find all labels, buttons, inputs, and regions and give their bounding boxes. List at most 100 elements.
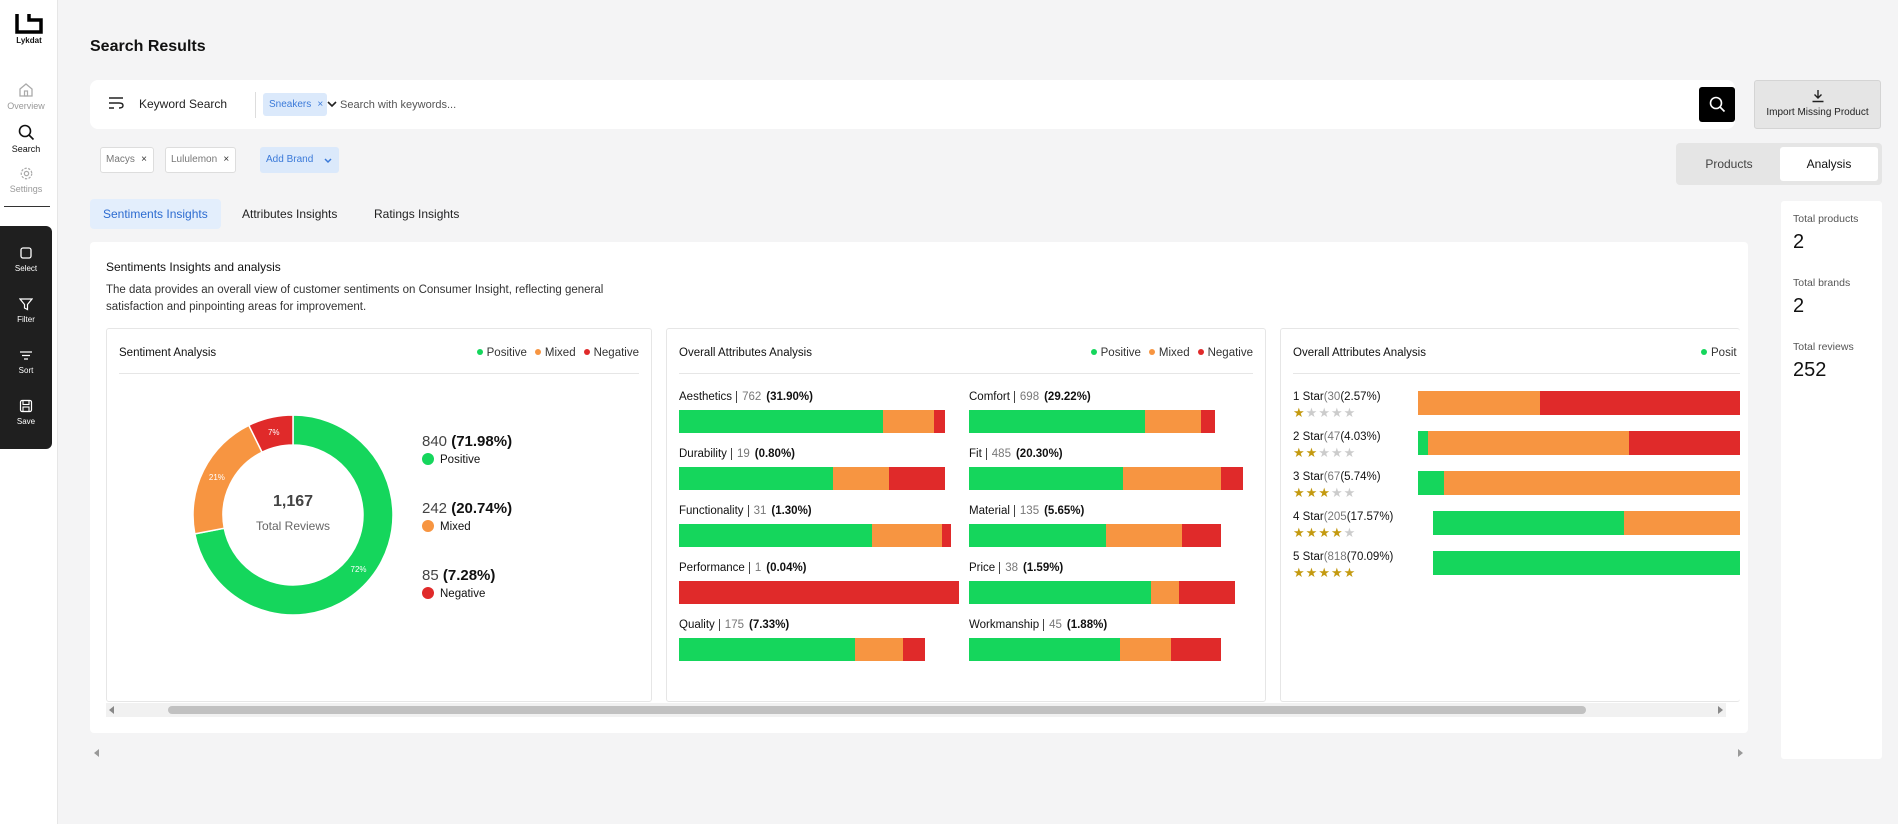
bar-positive-segment — [969, 410, 1146, 433]
attribute-bar — [679, 638, 959, 661]
legend-positive-partial: Posit — [1711, 347, 1737, 359]
sort-icon — [20, 351, 32, 360]
attribute-bar — [679, 524, 959, 547]
search-bar: Keyword Search Sneakers × — [90, 80, 1735, 129]
donut-slice-negative — [247, 414, 294, 454]
logo[interactable]: Lykdat — [8, 12, 50, 45]
star-icon: ★ — [1305, 485, 1319, 500]
panel-divider — [119, 373, 639, 374]
attribute-row: Quality 175 (7.33%) — [679, 619, 959, 661]
attribute-bar — [679, 467, 959, 490]
keyword-chip-remove-icon[interactable]: × — [317, 99, 324, 110]
tool-filter[interactable]: Filter — [0, 297, 52, 324]
view-products-button[interactable]: Products — [1705, 157, 1753, 171]
attribute-count: 698 — [1013, 391, 1040, 403]
rating-count: (67 — [1323, 471, 1341, 483]
bar-mixed-segment — [1120, 638, 1171, 661]
rating-row: 2 Star(47(4.03%) ★★★★★ — [1293, 431, 1740, 461]
scroll-thumb[interactable] — [168, 706, 1586, 714]
insights-card: Sentiments Insights and analysis The dat… — [90, 242, 1748, 733]
search-icon — [18, 124, 34, 141]
rating-name: 4 Star — [1293, 511, 1324, 523]
attribute-pct: (1.88%) — [1066, 619, 1108, 631]
tab-attributes-insights[interactable]: Attributes Insights — [242, 207, 338, 221]
bar-negative-segment — [933, 410, 945, 433]
scroll-left-arrow-icon[interactable] — [109, 706, 114, 714]
summary-stats-card: Total products 2 Total brands 2 Total re… — [1781, 201, 1882, 759]
nav-search[interactable]: Search — [0, 124, 52, 154]
stat-count: 242 — [422, 500, 448, 517]
sentiment-stat-mixed: 242 (20.74%) Mixed — [422, 500, 512, 533]
attribute-row: Price 38 (1.59%) — [969, 562, 1249, 604]
rating-pct: (17.57%) — [1346, 511, 1394, 523]
attribute-pct: (0.04%) — [766, 562, 807, 574]
bar-positive-segment — [969, 467, 1123, 490]
brand-chip-label: Macys — [106, 154, 135, 165]
attribute-name: Performance — [679, 562, 745, 574]
rating-bar — [1433, 511, 1740, 535]
rating-stars: ★★★★★ — [1293, 405, 1740, 421]
bar-mixed-segment — [1427, 431, 1630, 455]
attribute-row: Fit 485 (20.30%) — [969, 448, 1249, 490]
attribute-bar — [679, 581, 959, 604]
scroll-right-arrow-icon[interactable] — [1718, 706, 1723, 714]
search-button[interactable] — [1699, 87, 1735, 122]
star-icon: ★ — [1330, 445, 1344, 460]
home-icon — [19, 83, 33, 97]
nav-overview[interactable]: Overview — [0, 82, 52, 111]
search-mode-label[interactable]: Keyword Search — [139, 97, 228, 111]
bar-mixed-segment — [1106, 524, 1182, 547]
bar-positive-segment — [1433, 551, 1740, 575]
star-icon: ★ — [1330, 485, 1344, 500]
view-analysis-button[interactable]: Analysis — [1780, 147, 1878, 181]
nav-settings[interactable]: Settings — [0, 166, 52, 194]
attribute-bar — [969, 581, 1249, 604]
chevron-down-icon[interactable] — [326, 98, 338, 110]
horizontal-scrollbar[interactable] — [106, 703, 1726, 717]
attribute-label: Functionality 31 (1.30%) — [679, 505, 959, 517]
stat-total-brands-label: Total brands — [1793, 277, 1851, 289]
brand-chip-remove-icon[interactable]: × — [141, 154, 147, 165]
bar-negative-segment — [903, 638, 926, 661]
add-brand-button[interactable]: Add Brand — [260, 147, 339, 173]
import-missing-product-button[interactable]: Import Missing Product — [1754, 80, 1881, 129]
attribute-count: 762 — [736, 391, 762, 403]
bar-mixed-segment — [1151, 581, 1179, 604]
attribute-name: Aesthetics — [679, 391, 733, 403]
brand-chip-remove-icon[interactable]: × — [223, 154, 230, 165]
brand-chip-lululemon[interactable]: Lululemon × — [165, 147, 237, 173]
nav-settings-label: Settings — [9, 184, 43, 194]
attribute-row: Performance 1 (0.04%) — [679, 562, 959, 604]
attribute-name: Price — [969, 562, 996, 574]
bar-negative-segment — [679, 581, 959, 604]
star-icon: ★ — [1293, 405, 1306, 420]
attribute-pct: (0.80%) — [754, 448, 796, 460]
search-input[interactable] — [340, 92, 1640, 118]
page-scroll-right-arrow-icon[interactable] — [1738, 749, 1743, 757]
page-scroll-left-arrow-icon[interactable] — [94, 749, 99, 757]
brand-chip-macys[interactable]: Macys × — [100, 147, 154, 173]
nav-search-label: Search — [11, 144, 41, 154]
chevron-down-icon — [324, 158, 332, 164]
rating-label: 3 Star(67(5.74%) — [1293, 471, 1740, 483]
tab-sentiments-insights[interactable]: Sentiments Insights — [90, 199, 221, 229]
donut-slice-mixed — [192, 424, 264, 535]
attribute-label: Durability 19 (0.80%) — [679, 448, 959, 460]
tab-ratings-insights[interactable]: Ratings Insights — [374, 207, 460, 221]
stat-dot — [422, 587, 434, 599]
bar-mixed-segment — [1145, 410, 1202, 433]
rating-row: 4 Star(205(17.57%) ★★★★★ — [1293, 511, 1740, 541]
search-divider — [255, 92, 256, 118]
rating-count: (818 — [1323, 551, 1347, 563]
bar-positive-segment — [679, 467, 833, 490]
tool-sort[interactable]: Sort — [0, 348, 52, 375]
tool-select-label: Select — [14, 264, 38, 273]
donut-slice-label: 72% — [351, 565, 367, 574]
attribute-name: Material — [969, 505, 1010, 517]
attribute-row: Material 135 (5.65%) — [969, 505, 1249, 547]
tool-save[interactable]: Save — [0, 399, 52, 426]
tool-select[interactable]: Select — [0, 246, 52, 273]
keyword-chip[interactable]: Sneakers × — [263, 93, 328, 116]
select-icon — [20, 247, 32, 259]
star-icon: ★ — [1305, 565, 1319, 580]
